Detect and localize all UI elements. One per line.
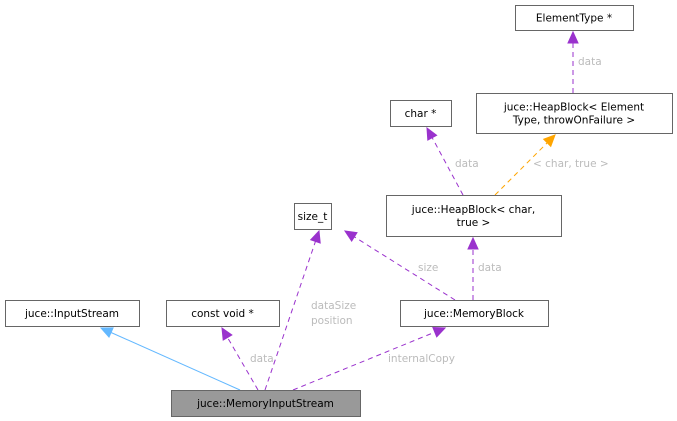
node-label: const void * bbox=[191, 308, 254, 320]
edge-memory_input_stream-to-input_stream bbox=[99, 327, 241, 391]
edge-label: position bbox=[311, 315, 353, 327]
edge-line bbox=[431, 137, 464, 196]
arrowhead-icon bbox=[467, 236, 479, 250]
edge-memory_block-to-size_t: size bbox=[343, 230, 456, 301]
edge-line bbox=[227, 337, 259, 391]
node-label: juce::MemoryBlock bbox=[423, 308, 525, 320]
node-label: char * bbox=[405, 108, 437, 120]
edge-line bbox=[354, 236, 456, 301]
arrowhead-icon bbox=[426, 126, 438, 141]
arrowhead-icon bbox=[309, 229, 321, 244]
edge-label: data bbox=[578, 56, 602, 68]
node-heapblock-char[interactable]: juce::HeapBlock< char,true > bbox=[386, 195, 562, 237]
node-memory-block[interactable]: juce::MemoryBlock bbox=[400, 300, 549, 327]
node-label: ElementType * bbox=[536, 13, 612, 25]
node-label: true > bbox=[457, 217, 491, 229]
edge-line bbox=[264, 241, 316, 391]
edge-line bbox=[494, 142, 548, 196]
node-char-ptr[interactable]: char * bbox=[390, 100, 452, 127]
node-label: size_t bbox=[298, 211, 328, 223]
edge-memory_input_stream-to-size_t: dataSize position bbox=[264, 229, 356, 391]
edge-label: dataSize bbox=[311, 300, 356, 312]
arrowhead-icon bbox=[343, 230, 358, 243]
node-label: juce::InputStream bbox=[24, 308, 119, 320]
edge-memory_input_stream-to-const_void_ptr: data bbox=[221, 326, 274, 391]
node-label: juce::MemoryInputStream bbox=[196, 398, 334, 410]
node-size-t[interactable]: size_t bbox=[294, 203, 332, 230]
edge-label: < char, true > bbox=[533, 158, 609, 170]
edge-heapblock_template-to-element_type: data bbox=[567, 30, 602, 93]
arrowhead-icon bbox=[221, 326, 233, 341]
edge-line bbox=[292, 331, 436, 391]
arrowhead-icon bbox=[99, 327, 114, 338]
arrowhead-icon bbox=[542, 134, 556, 148]
node-const-void-ptr[interactable]: const void * bbox=[166, 300, 280, 327]
node-input-stream[interactable]: juce::InputStream bbox=[5, 300, 140, 327]
node-element-type[interactable]: ElementType * bbox=[515, 5, 634, 31]
arrowhead-icon bbox=[567, 30, 579, 44]
node-heapblock-template[interactable]: juce::HeapBlock< ElementType, throwOnFai… bbox=[476, 93, 673, 134]
node-label: juce::HeapBlock< char, bbox=[411, 204, 535, 216]
edge-memory_block-to-heapblock_char: data bbox=[467, 236, 502, 300]
edge-label: data bbox=[250, 353, 274, 365]
edge-heapblock_char-to-heapblock_template: < char, true > bbox=[494, 134, 609, 196]
node-label: juce::HeapBlock< Element bbox=[503, 102, 644, 114]
node-memory-input-stream[interactable]: juce::MemoryInputStream bbox=[171, 390, 361, 417]
arrowhead-icon bbox=[432, 326, 447, 338]
edge-label: data bbox=[478, 262, 502, 274]
node-label: Type, throwOnFailure > bbox=[512, 115, 635, 127]
edge-label: size bbox=[418, 262, 438, 274]
edge-label: internalCopy bbox=[388, 353, 455, 365]
edge-memory_input_stream-to-memory_block: internalCopy bbox=[292, 326, 455, 391]
edge-label: data bbox=[455, 158, 479, 170]
edge-heapblock_char-to-char_ptr: data bbox=[426, 126, 479, 196]
edge-line bbox=[110, 332, 241, 391]
